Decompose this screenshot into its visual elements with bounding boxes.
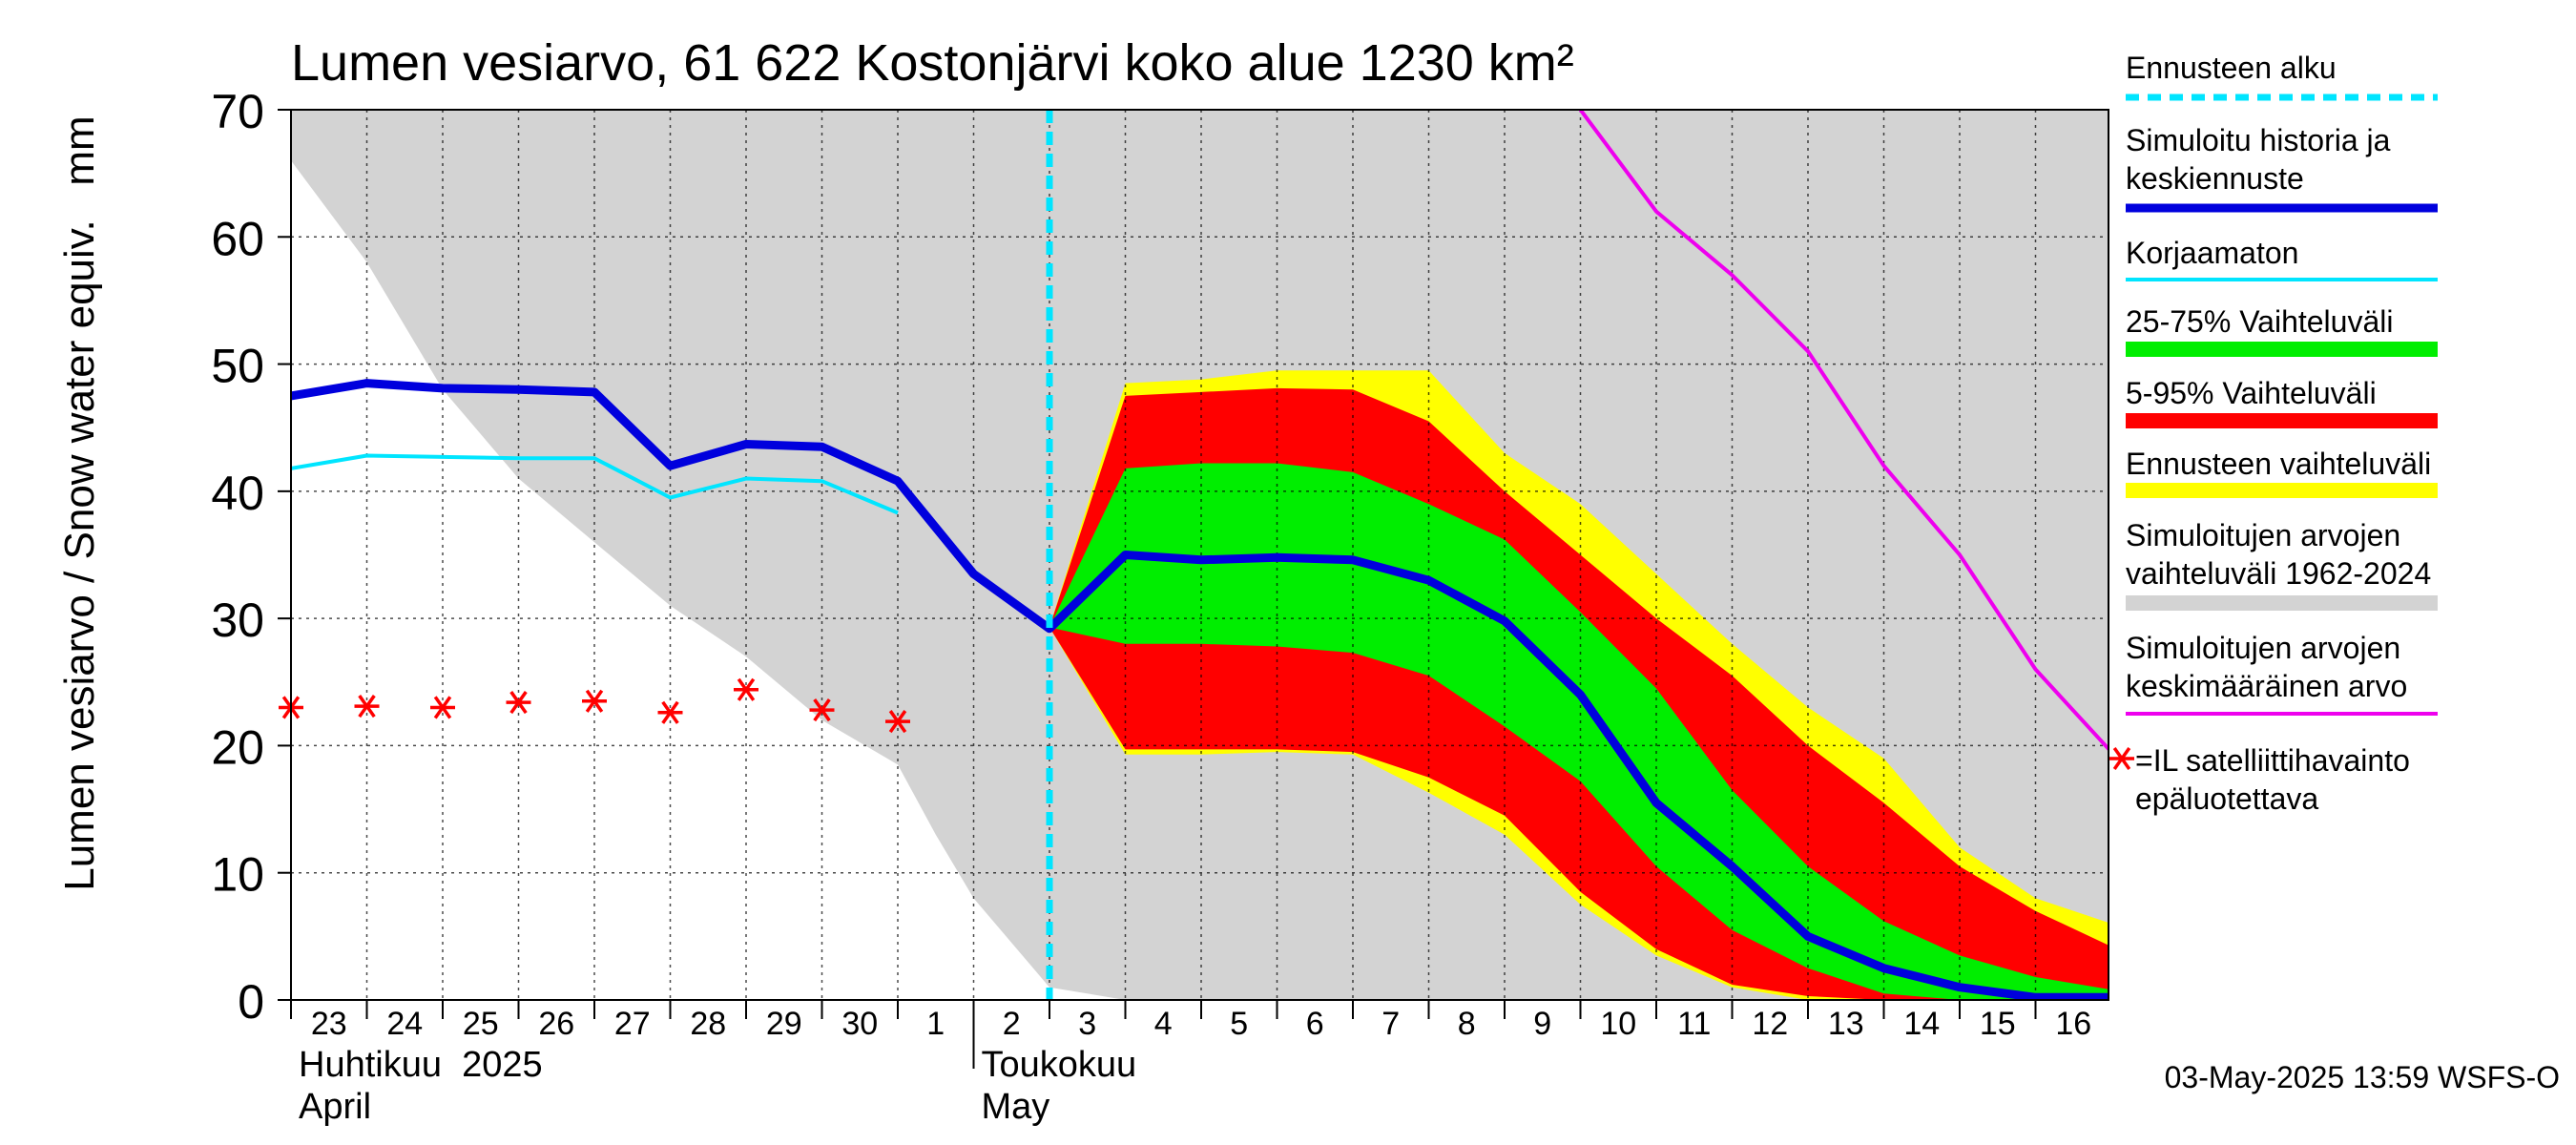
x-tick-label: 23 [311,1006,347,1042]
x-tick-label: 14 [1903,1006,1940,1042]
legend-entry: Korjaamaton [2126,236,2438,281]
x-tick-label: 29 [766,1006,802,1042]
satellite-point [657,700,683,724]
series-median-line [291,379,2109,1000]
y-tick-label: 40 [211,467,264,520]
legend-label: Simuloitujen arvojen vaihteluväli 1962-20… [2126,518,2431,591]
month-label-en: May [982,1087,1050,1127]
y-tick-label: 10 [211,848,264,902]
chart-title: Lumen vesiarvo, 61 622 Kostonjärvi koko … [291,34,1574,92]
x-tick-label: 7 [1381,1006,1400,1042]
x-tick-label: 4 [1154,1006,1173,1042]
grid [291,110,2109,1000]
x-tick-label: 13 [1828,1006,1864,1042]
legend-label: =IL satelliittihavainto epäluotettava [2135,743,2410,816]
legend-entry: 5-95% Vaihteluväli [2126,376,2438,428]
plot-frame [290,109,2109,1001]
legend-entry: Simuloitu historia ja keskiennuste [2126,123,2438,213]
x-tick-label: 5 [1230,1006,1248,1042]
x-tick-label: 1 [926,1006,945,1042]
satellite-point [885,710,910,734]
x-tick-label: 15 [1980,1006,2016,1042]
series-mean-line [1578,110,2109,752]
x-tick-label: 9 [1533,1006,1551,1042]
x-tick-label: 27 [614,1006,651,1042]
y-tick-label: 30 [211,593,264,647]
x-tick-label: 11 [1677,1006,1711,1042]
legend-label: Simuloitujen arvojen keskimääräinen arvo [2126,631,2407,703]
band-p25-75 [1049,463,2109,1000]
legend-star-icon [2109,746,2134,771]
legend-entry: 25-75% Vaihteluväli [2126,304,2438,357]
x-tick-label: 16 [2055,1006,2091,1042]
legend-label: Ennusteen vaihteluväli [2126,447,2431,481]
legend-swatch [2126,413,2438,428]
legend-entry: Simuloitujen arvojen vaihteluväli 1962-20… [2126,518,2438,611]
y-tick-label: 0 [238,975,264,1029]
legend-entry: Ennusteen alku [2126,51,2438,101]
plot-area [279,109,2109,1001]
satellite-point [582,689,607,713]
x-tick-label: 12 [1752,1006,1788,1042]
y-tick-label: 20 [211,720,264,774]
legend-entry: =IL satelliittihavainto epäluotettava [2109,743,2410,816]
legend-label: Korjaamaton [2126,236,2298,270]
plot-series [291,110,2109,1000]
legend: Ennusteen alku Simuloitu historia ja keski… [2109,51,2438,816]
legend-label: Simuloitu historia ja keskiennuste [2126,123,2391,196]
legend-entry: Simuloitujen arvojen keskimääräinen arvo [2126,631,2438,716]
x-tick-label: 26 [538,1006,574,1042]
x-axis: 23 24 25 26 27 28 29 30 1 2 3 4 5 6 7 8 9 10 11 12 13 14 15 16H… [290,1000,2091,1127]
x-tick-label: 24 [386,1006,423,1042]
legend-swatch [2126,595,2438,611]
y-tick-label: 70 [211,85,264,138]
x-tick-label: 2 [1003,1006,1021,1042]
satellite-point [354,695,380,718]
legend-swatch [2126,483,2438,498]
legend-label: 5-95% Vaihteluväli [2126,376,2377,410]
x-tick-label: 25 [463,1006,499,1042]
satellite-point [430,696,455,719]
satellite-point [734,677,758,701]
y-tick-label: 60 [211,212,264,265]
month-label-fi: Huhtikuu 2025 [299,1045,543,1085]
x-tick-label: 8 [1458,1006,1476,1042]
y-tick-label: 50 [211,340,264,393]
y-axis-unit: mm [56,115,103,185]
x-tick-label: 3 [1078,1006,1096,1042]
x-tick-label: 28 [690,1006,726,1042]
month-label-fi: Toukokuu [982,1045,1137,1085]
satellite-point [506,691,531,715]
x-tick-label: 6 [1306,1006,1324,1042]
x-tick-label: 30 [841,1006,878,1042]
y-axis: 0 10 20 30 40 50 60 70 Lumen vesiarvo / Snow wat… [56,85,291,1029]
y-axis-label: Lumen vesiarvo / Snow water equiv. [56,219,103,891]
legend-label: Ennusteen alku [2126,51,2337,85]
series-uncorrected-line [291,453,899,515]
legend-entry: Ennusteen vaihteluväli [2126,447,2438,498]
x-tick-label: 10 [1600,1006,1636,1042]
satellite-point [809,698,835,722]
timestamp-footer: 03-May-2025 13:59 WSFS-O [2165,1060,2560,1094]
legend-swatch [2126,342,2438,357]
month-label-en: April [299,1087,371,1127]
legend-label: 25-75% Vaihteluväli [2126,304,2393,339]
